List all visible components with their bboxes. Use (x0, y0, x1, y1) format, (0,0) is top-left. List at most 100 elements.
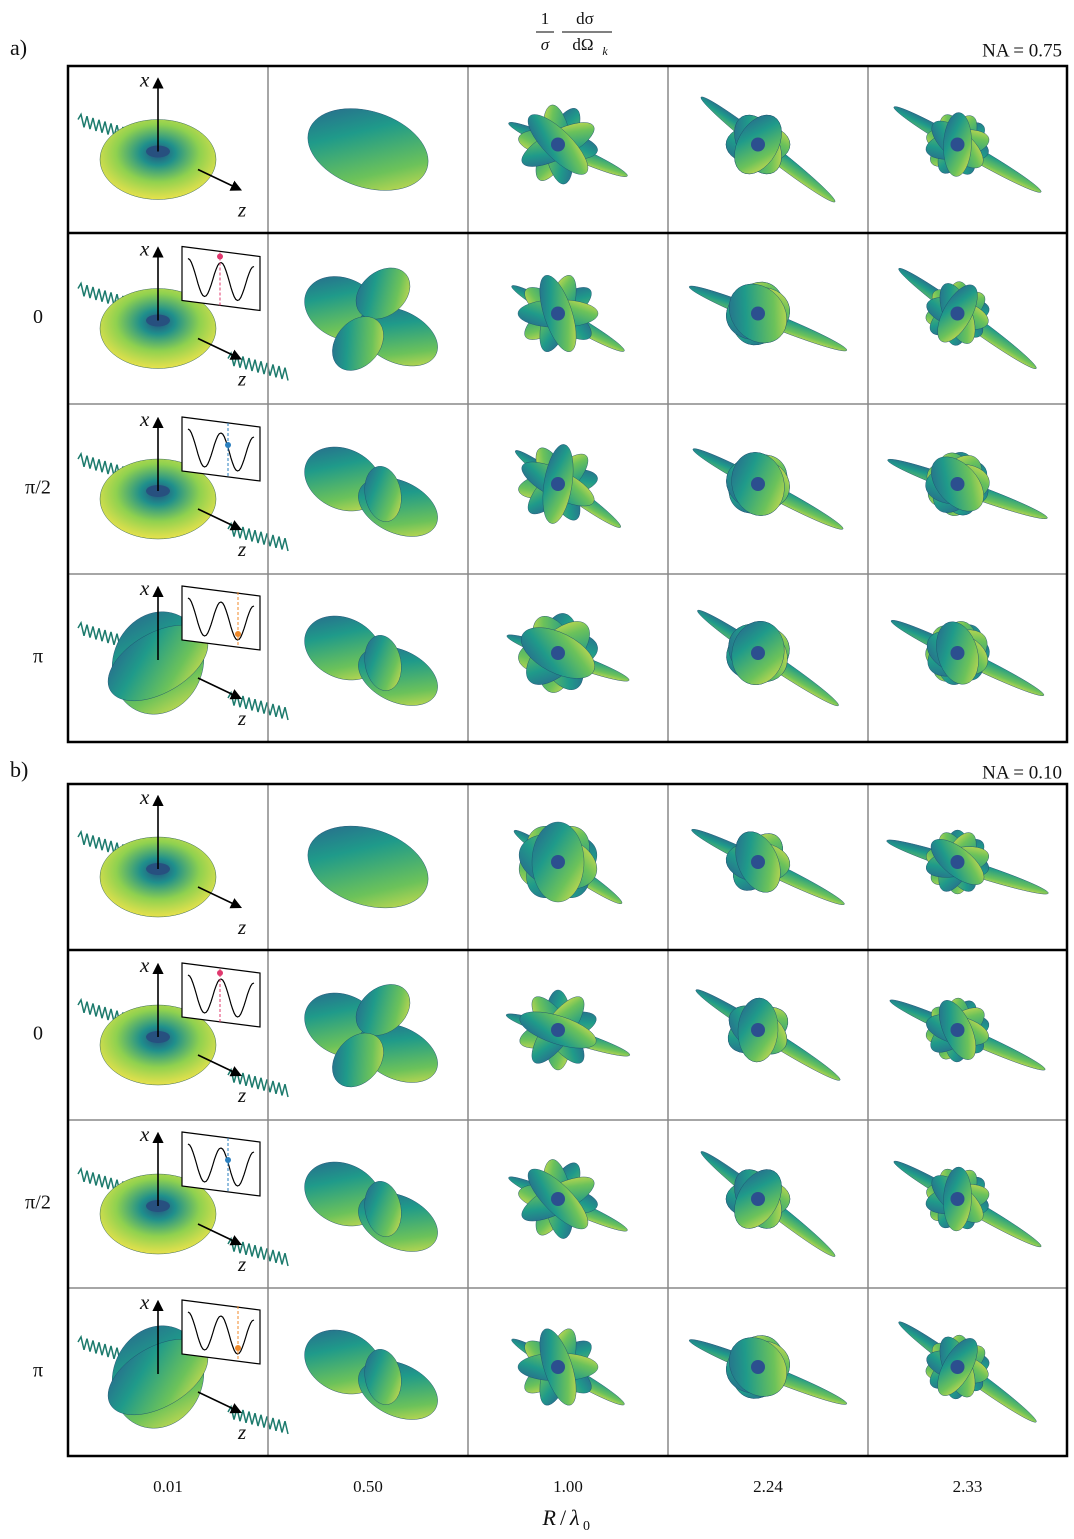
lobe (364, 1349, 402, 1405)
column-label: 2.33 (953, 1477, 983, 1496)
cell (304, 1329, 438, 1420)
cell (506, 613, 630, 693)
axis-label-x: x (139, 67, 150, 91)
lobe (332, 316, 384, 371)
cell: xz (77, 576, 289, 730)
column-label: 0.50 (353, 1477, 383, 1496)
formula-diff-denominator: dΩ (572, 35, 593, 54)
lobe (355, 984, 411, 1036)
core (950, 646, 965, 660)
cell (889, 997, 1046, 1071)
core (751, 1360, 765, 1374)
formula-numerator: 1 (541, 9, 550, 28)
core (551, 646, 565, 660)
panel-frame (66, 64, 1069, 744)
axis-label-x: x (139, 407, 150, 431)
cell (886, 829, 1049, 895)
cell (304, 446, 438, 537)
z-arrow (197, 677, 243, 700)
z-arrow (197, 168, 243, 191)
cell (893, 1160, 1042, 1248)
cell (695, 989, 841, 1081)
z-arrow (197, 1054, 243, 1077)
axis-label-z: z (237, 366, 246, 390)
inset-marker (217, 253, 223, 260)
cell (890, 620, 1045, 696)
cell (307, 108, 429, 191)
axis-label-z: z (237, 706, 246, 730)
axis-label-x: x (139, 576, 150, 600)
cell (691, 829, 845, 905)
axis-label-x: x (139, 785, 150, 809)
lobe (364, 635, 402, 691)
inset-box (181, 585, 261, 651)
inset-curve (187, 428, 255, 472)
panel-frame (66, 782, 1069, 1458)
cell: xz (77, 236, 289, 390)
inset-marker (217, 970, 223, 976)
core (751, 477, 765, 491)
cell (307, 825, 429, 909)
axis-label-x: x (139, 236, 150, 260)
x-axis-symbol: R (542, 1505, 557, 1530)
cell (515, 444, 621, 528)
inset-box (181, 1299, 261, 1365)
core (950, 1360, 965, 1374)
cell (700, 1151, 836, 1257)
lobe (307, 108, 429, 191)
cell: xz (77, 953, 289, 1107)
axis-label-z: z (237, 1083, 246, 1107)
core (950, 137, 965, 152)
core (950, 306, 965, 321)
row-label: π (33, 1360, 43, 1382)
cell (511, 1328, 625, 1406)
cell (508, 1159, 628, 1239)
cell (688, 281, 848, 352)
axis-label-z: z (237, 1420, 246, 1444)
row-label: π (33, 646, 43, 668)
lobe (307, 825, 429, 909)
formula-denominator: σ (541, 35, 550, 54)
core (551, 855, 565, 869)
column-label: 0.01 (153, 1477, 183, 1496)
axis-label-x: x (139, 1290, 150, 1314)
cell (887, 452, 1048, 520)
inset-marker (235, 1345, 241, 1351)
cell (508, 104, 628, 185)
core (751, 306, 765, 321)
inset-curve (187, 1143, 255, 1187)
inset-box (181, 962, 261, 1028)
inset-curve (187, 974, 255, 1018)
core (551, 1360, 565, 1374)
axis-label-z: z (237, 537, 246, 561)
lobe (355, 267, 411, 320)
axis-label-z: z (237, 1252, 246, 1276)
cell (513, 821, 623, 905)
cell (697, 609, 839, 707)
axis-label-z: z (237, 915, 246, 939)
cell (505, 989, 631, 1071)
inset-curve (187, 257, 255, 302)
inset-marker (225, 442, 231, 448)
x-axis-divisor: λ (569, 1505, 580, 1530)
aperture-label: NA = 0.75 (982, 40, 1062, 61)
cell (688, 1335, 848, 1405)
core (551, 1192, 565, 1206)
cell (511, 275, 625, 352)
axis-label-x: x (139, 1122, 150, 1146)
inset-curve (187, 597, 255, 641)
column-label: 2.24 (753, 1477, 783, 1496)
row-label: π/2 (25, 477, 51, 499)
cell (898, 268, 1037, 369)
row-label: 0 (33, 306, 43, 328)
cell (893, 106, 1042, 193)
core (751, 1192, 765, 1206)
z-arrow (197, 508, 243, 531)
inset-box (181, 245, 261, 312)
core (751, 1023, 765, 1037)
core (751, 646, 765, 660)
core (551, 306, 565, 321)
